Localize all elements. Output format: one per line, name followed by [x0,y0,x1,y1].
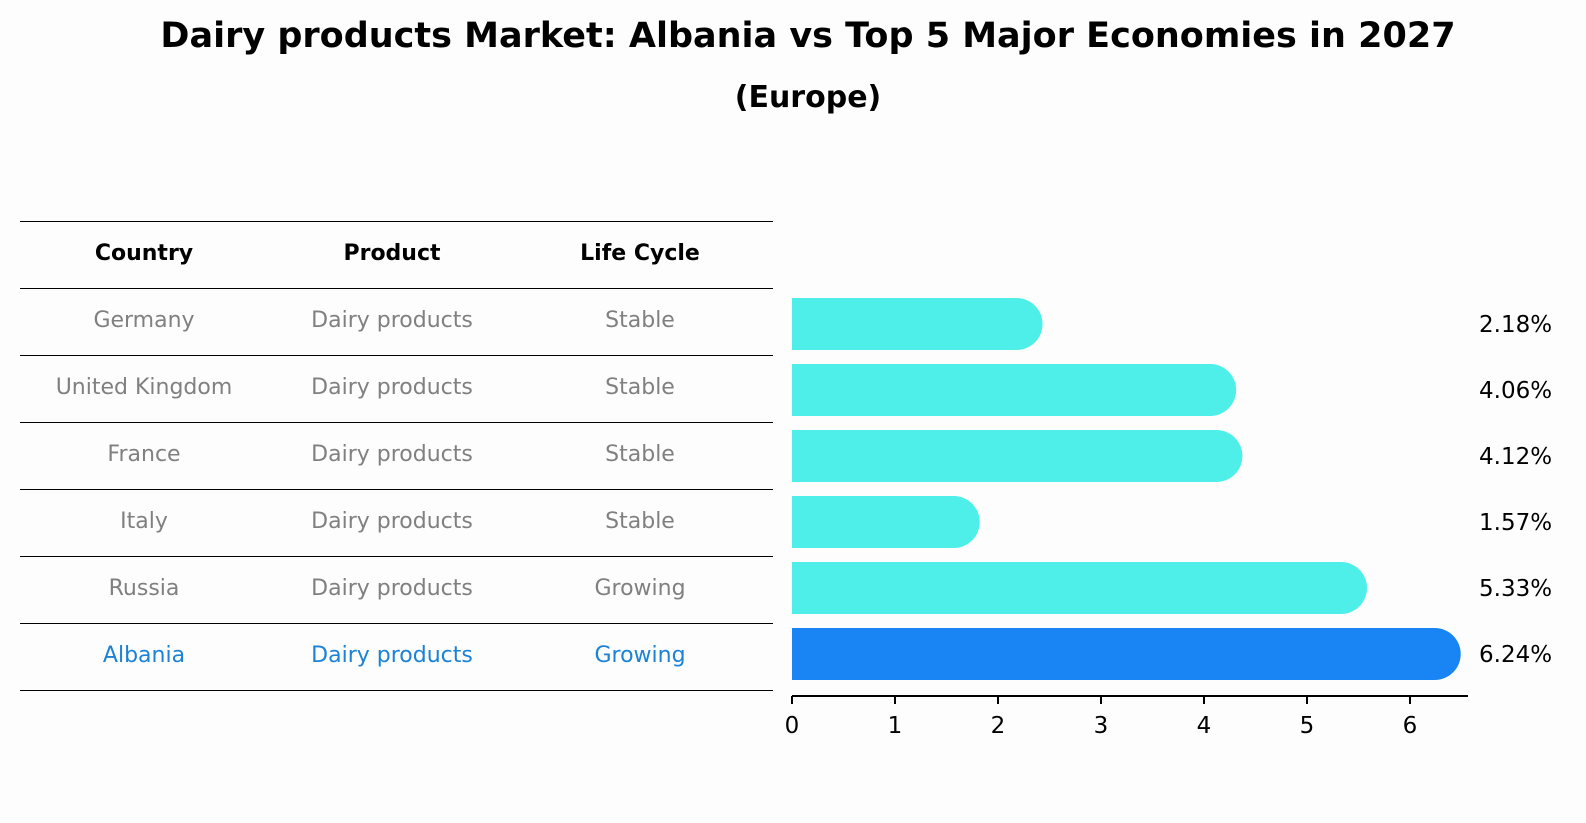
header-product: Product [343,241,441,266]
value-label: 5.33% [1479,576,1552,602]
value-label: 1.57% [1479,510,1552,536]
bar [792,496,980,548]
product-cell: Dairy products [311,643,473,668]
bar [792,364,1237,416]
life-cycle-cell: Stable [605,509,675,534]
country-cell: Albania [102,643,186,668]
country-cell: Germany [93,308,195,333]
bar-highlight [792,628,1461,680]
table-row: Italy Dairy products Stable [20,489,773,556]
country-cell: United Kingdom [55,375,233,400]
country-cell: Italy [120,509,168,534]
x-tick-label: 0 [785,713,800,739]
country-cell: Russia [108,576,180,601]
x-tick-label: 4 [1197,713,1212,739]
header-country: Country [94,241,194,266]
bar [792,562,1367,614]
bar [792,430,1243,482]
value-label: 4.12% [1479,444,1552,470]
value-label: 2.18% [1479,312,1552,338]
value-label: 4.06% [1479,378,1552,404]
chart-title: Dairy products Market: Albania vs Top 5 … [160,16,1456,56]
x-tick-label: 5 [1300,713,1315,739]
life-cycle-cell: Growing [594,643,686,668]
x-tick-label: 1 [888,713,903,739]
product-cell: Dairy products [311,308,473,333]
life-cycle-cell: Stable [605,308,675,333]
country-cell: France [107,442,181,467]
x-tick-label: 3 [1094,713,1109,739]
table-row: Germany Dairy products Stable [20,288,773,355]
product-cell: Dairy products [311,576,473,601]
comparison-table: Country Product Life Cycle Germany Dairy… [20,221,773,691]
x-tick-label: 6 [1403,713,1418,739]
life-cycle-cell: Growing [594,576,686,601]
chart-subtitle: (Europe) [734,80,882,115]
table-row-highlight: Albania Dairy products Growing [20,623,773,691]
x-tick-label: 2 [991,713,1006,739]
table-row: Russia Dairy products Growing [20,556,773,623]
product-cell: Dairy products [311,375,473,400]
life-cycle-cell: Stable [605,375,675,400]
life-cycle-cell: Stable [605,442,675,467]
product-cell: Dairy products [311,509,473,534]
bar [792,298,1043,350]
header-life-cycle: Life Cycle [580,241,700,266]
table-header-row: Country Product Life Cycle [20,221,773,288]
value-label: 6.24% [1479,642,1552,668]
product-cell: Dairy products [311,442,473,467]
table-row: France Dairy products Stable [20,422,773,489]
table-row: United Kingdom Dairy products Stable [20,355,773,422]
